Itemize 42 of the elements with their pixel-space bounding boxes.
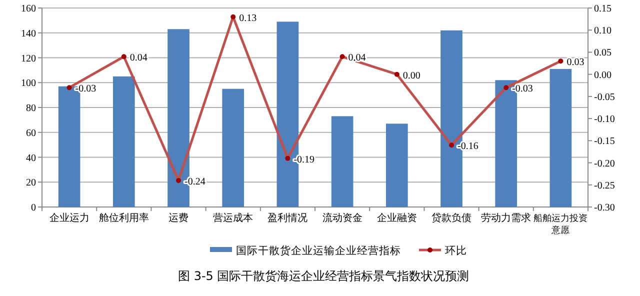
y2-tick-label: 0.05 (594, 48, 612, 59)
y-tick-label: 120 (21, 53, 36, 64)
y-tick-label: 20 (26, 178, 36, 189)
y2-tick-label: 0.00 (594, 70, 612, 81)
y-tick-label: 40 (26, 152, 36, 164)
x-tick-label: 流动资金 (322, 212, 362, 224)
caption: 图 3-5 国际干散货海运企业经营指标景气指数状况预测 (178, 269, 470, 283)
bar (222, 88, 244, 207)
y2-tick-label: -0.20 (594, 158, 615, 170)
y-tick-label: 100 (21, 78, 36, 90)
y2-tick-label: 0.10 (594, 26, 612, 37)
data-label: 0.04 (130, 52, 148, 64)
data-label: 0.03 (566, 57, 584, 68)
y-tick-label: 80 (26, 103, 36, 114)
legend-label: 国际干散货企业运输企业经营指标 (236, 244, 401, 257)
y2-tick-label: -0.15 (594, 136, 615, 148)
legend-label: 环比 (445, 244, 467, 257)
data-label: 0.00 (402, 70, 420, 82)
x-tick-label: 企业运力 (49, 212, 90, 224)
y2-tick-label: -0.10 (594, 114, 615, 126)
data-label: 0.13 (239, 12, 257, 24)
x-tick-label: 企业融资 (376, 212, 417, 224)
data-label: 0.04 (348, 52, 366, 64)
bar (112, 76, 135, 207)
x-tick-label: 舱位利用率 (98, 212, 149, 224)
x-tick-label: 贷款负债 (432, 212, 472, 224)
x-tick-label: 盈利情况 (268, 212, 308, 224)
y-tick-label: 140 (21, 28, 36, 40)
x-tick-label: 船舶运力投资意愿 (534, 213, 588, 235)
y2-tick-label: -0.30 (594, 202, 615, 214)
y-tick-label: 60 (26, 128, 36, 139)
x-tick-label: 运费 (168, 212, 188, 224)
bar (386, 124, 408, 207)
y2-tick-label: 0.15 (594, 4, 612, 14)
y2-tick-label: -0.25 (594, 180, 615, 192)
bar (331, 116, 354, 207)
bar (550, 68, 572, 207)
y-tick-label: 0 (31, 202, 36, 214)
x-tick-label: 劳动力需求 (481, 212, 532, 224)
y2-tick-label: -0.05 (594, 92, 615, 103)
x-tick-label: 营运成本 (213, 212, 254, 224)
y-tick-label: 160 (21, 4, 36, 14)
